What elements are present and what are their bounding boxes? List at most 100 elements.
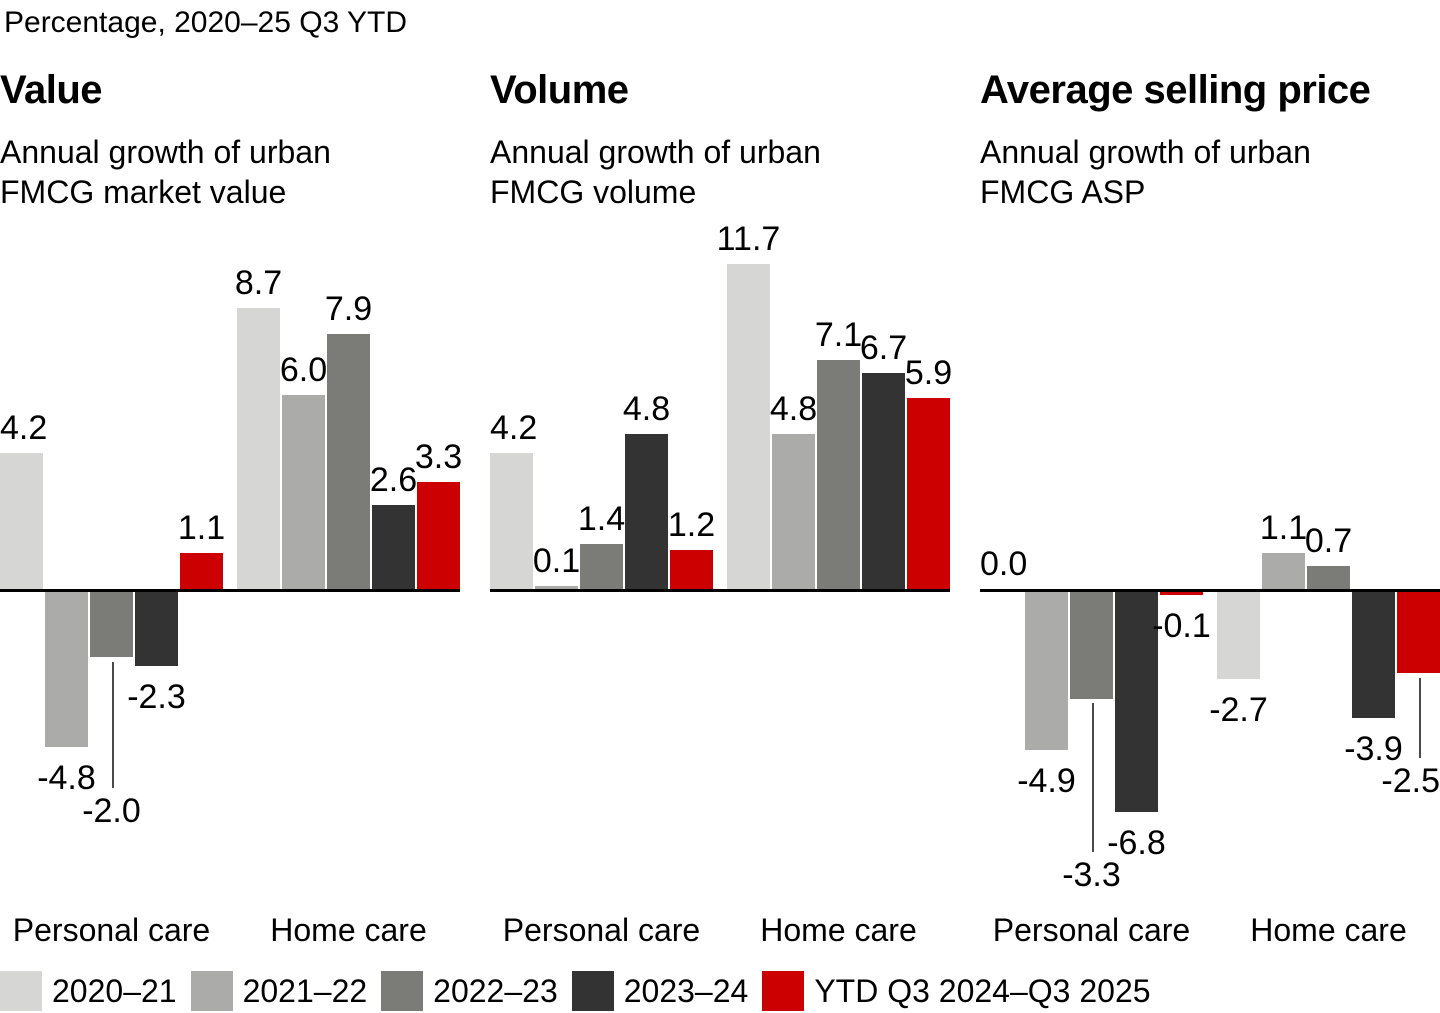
chart-title: Average selling price <box>980 68 1371 112</box>
value-label: -4.9 <box>1017 762 1076 800</box>
legend-item: 2021–22 <box>190 971 368 1011</box>
axis-line <box>0 589 460 592</box>
leader-line <box>111 662 114 788</box>
value-label: 7.9 <box>324 290 373 328</box>
value-label: 3.3 <box>414 438 463 476</box>
bar <box>180 553 223 589</box>
legend-swatch <box>571 971 614 1011</box>
chart-average-selling-price: Average selling price Annual growth of u… <box>980 0 1440 1013</box>
bar <box>282 395 325 589</box>
value-label: 4.8 <box>769 390 818 428</box>
axis-line <box>980 589 1440 592</box>
chart-subtitle: Annual growth of urban FMCG volume <box>490 132 821 212</box>
value-label: -6.8 <box>1107 824 1166 862</box>
bar <box>670 550 713 589</box>
chart-subtitle-line: Annual growth of urban <box>0 134 331 170</box>
value-label: 1.1 <box>177 509 226 547</box>
bar <box>907 398 950 589</box>
axis-line <box>490 589 950 592</box>
bar <box>1352 592 1395 718</box>
category-label: Personal care <box>502 912 701 948</box>
legend: 2020–21 2021–22 2022–23 2023–24 YTD Q3 2024–… <box>0 971 1151 1011</box>
value-label: 1.4 <box>577 500 626 538</box>
bar <box>417 482 460 589</box>
value-label: -2.3 <box>127 678 186 716</box>
value-label: 4.2 <box>490 409 538 447</box>
bar <box>625 434 668 589</box>
chart-subtitle-line: FMCG market value <box>0 174 287 210</box>
chart-title: Volume <box>490 68 629 112</box>
legend-swatch <box>190 971 233 1011</box>
chart-subtitle-line: FMCG ASP <box>980 174 1146 210</box>
bar <box>135 592 178 666</box>
category-label: Home care <box>760 912 917 948</box>
category-label: Home care <box>1250 912 1407 948</box>
plot-area: 4.2 11.7 0.1 4.8 1.4 7.1 4.8 6.7 1.2 5.9 <box>490 0 953 1013</box>
plot-area: 0.0 -2.7 -4.9 1.1 -3.3 0.7 -6.8 -3.9 -0.1 -2.5 <box>980 0 1440 1013</box>
value-label: -2.0 <box>82 792 141 830</box>
plot-area: 4.2 8.7 -4.8 6.0 -2.0 7.9 -2.3 2.6 1.1 3.3 <box>0 0 463 1013</box>
category-label: Home care <box>270 912 427 948</box>
value-label: -3.9 <box>1344 730 1403 768</box>
bar <box>1070 592 1113 699</box>
legend-label: 2020–21 <box>52 973 177 1009</box>
value-label: 6.0 <box>279 351 328 389</box>
legend-item: YTD Q3 2024–Q3 2025 <box>762 971 1151 1011</box>
bar <box>727 264 770 589</box>
chart-subtitle: Annual growth of urban FMCG ASP <box>980 132 1311 212</box>
value-label: -2.5 <box>1381 762 1440 800</box>
legend-item: 2023–24 <box>571 971 749 1011</box>
chart-subtitle-line: Annual growth of urban <box>980 134 1311 170</box>
bar <box>1397 592 1440 673</box>
category-label: Personal care <box>992 912 1191 948</box>
value-label: 1.1 <box>1259 509 1308 547</box>
chart-value: Value Annual growth of urban FMCG market … <box>0 0 463 1013</box>
legend-swatch <box>381 971 424 1011</box>
leader-line <box>1091 703 1094 852</box>
leader-line <box>1418 678 1421 758</box>
chart-subtitle-line: FMCG volume <box>490 174 697 210</box>
value-label: -4.8 <box>37 759 96 797</box>
value-label: 5.9 <box>904 354 953 392</box>
legend-item: 2020–21 <box>0 971 177 1011</box>
bar <box>862 373 905 589</box>
bar <box>327 334 370 589</box>
bar <box>1217 592 1260 679</box>
bar <box>772 434 815 589</box>
value-label: 0.7 <box>1304 522 1353 560</box>
value-label: -2.7 <box>1209 691 1268 729</box>
legend-label: 2021–22 <box>242 973 368 1009</box>
value-label: -0.1 <box>1152 607 1211 645</box>
bar <box>580 544 623 589</box>
value-label: 4.8 <box>622 390 671 428</box>
value-label: 7.1 <box>814 316 863 354</box>
bar <box>1160 592 1203 595</box>
legend-label: 2023–24 <box>623 973 749 1009</box>
bar <box>90 592 133 657</box>
chart-subtitle-line: Annual growth of urban <box>490 134 821 170</box>
value-label: 2.6 <box>369 461 418 499</box>
bar <box>490 453 533 589</box>
value-label: 6.7 <box>859 329 908 367</box>
value-label: 4.2 <box>0 409 48 447</box>
bar <box>45 592 88 747</box>
bar <box>817 360 860 589</box>
bar <box>0 453 43 589</box>
category-label: Personal care <box>12 912 211 948</box>
bar <box>237 308 280 589</box>
figure-kicker: Percentage, 2020–25 Q3 YTD <box>4 6 408 39</box>
bar <box>1262 553 1305 589</box>
legend-label: YTD Q3 2024–Q3 2025 <box>814 973 1151 1009</box>
value-label: 0.0 <box>980 545 1028 583</box>
value-label: 1.2 <box>667 506 716 544</box>
chart-subtitle: Annual growth of urban FMCG market value <box>0 132 331 212</box>
value-label: 11.7 <box>716 220 781 258</box>
value-label: 8.7 <box>234 264 283 302</box>
chart-title: Value <box>0 68 103 112</box>
bar <box>1025 592 1068 750</box>
value-label: 0.1 <box>532 542 581 580</box>
chart-volume: Volume Annual growth of urban FMCG volume… <box>490 0 953 1013</box>
legend-swatch <box>762 971 805 1011</box>
bar <box>535 586 578 589</box>
